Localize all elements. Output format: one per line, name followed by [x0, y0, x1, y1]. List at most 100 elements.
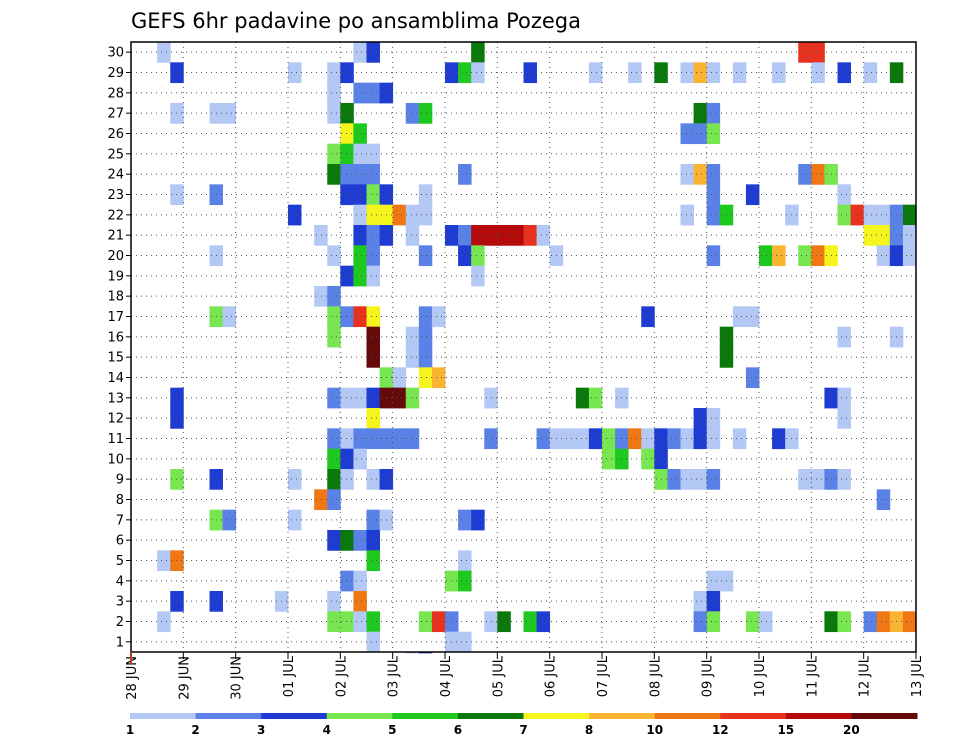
heatmap-cell — [458, 570, 472, 592]
x-tick-label: 04 JUL — [439, 655, 454, 697]
heatmap-cell — [353, 42, 367, 63]
heatmap-cell — [366, 509, 380, 531]
heatmap-cell — [314, 225, 328, 246]
heatmap-cell — [484, 428, 498, 450]
heatmap-cell — [353, 164, 367, 185]
legend-swatch — [261, 713, 328, 719]
heatmap-cell — [327, 82, 341, 104]
heatmap-cell — [772, 428, 786, 450]
heatmap-cell — [706, 408, 721, 429]
heatmap-cell — [366, 347, 380, 368]
heatmap-cell — [418, 245, 433, 267]
legend-swatch — [130, 713, 197, 719]
heatmap-cell — [353, 204, 367, 226]
heatmap-cell — [327, 530, 341, 551]
heatmap-cell — [902, 245, 917, 267]
heatmap-cell — [405, 103, 420, 124]
heatmap-cell — [366, 530, 380, 551]
heatmap-cell — [706, 184, 721, 206]
heatmap-cell — [340, 123, 354, 145]
legend-label: 10 — [646, 723, 663, 737]
heatmap-cell — [327, 489, 341, 511]
y-axis: 1234567891011121314151617181920212223242… — [107, 46, 131, 650]
heatmap-cell — [876, 225, 891, 246]
legend-swatch — [392, 713, 459, 719]
heatmap-cell — [628, 62, 642, 84]
heatmap-cell — [536, 225, 551, 246]
heatmap-cell — [327, 245, 341, 267]
heatmap-cell — [458, 225, 472, 246]
heatmap-cell — [536, 428, 551, 450]
heatmap-cell — [523, 225, 537, 246]
legend-swatch — [720, 713, 787, 719]
x-axis: 28 JUN 29 JUN 30 JUN 01 JUL 02 JUL 03 JUL 04 J… — [125, 652, 925, 700]
grid-lines — [131, 42, 916, 652]
heatmap-cell — [458, 509, 472, 531]
y-tick-label: 9 — [116, 473, 124, 488]
heatmap-cell — [575, 387, 590, 409]
heatmap-cell — [366, 550, 380, 572]
heatmap-cell — [523, 611, 537, 633]
legend-label: 8 — [585, 723, 593, 737]
heatmap-cell — [837, 408, 851, 429]
legend-swatch — [523, 713, 590, 719]
x-tick-label: 28 JUN — [125, 656, 140, 700]
heatmap-cell — [366, 143, 380, 165]
y-tick-label: 13 — [107, 391, 124, 406]
heatmap-cell — [327, 143, 341, 165]
heatmap-cell — [366, 245, 380, 267]
heatmap-cell — [575, 428, 590, 450]
heatmap-cell — [484, 387, 498, 409]
heatmap-cell — [863, 225, 878, 246]
heatmap-cell — [366, 42, 380, 63]
y-tick-label: 11 — [107, 432, 124, 447]
legend-label: 7 — [519, 723, 527, 737]
y-tick-label: 1 — [116, 635, 124, 650]
heatmap-cell — [366, 611, 380, 633]
legend-swatch — [457, 713, 524, 719]
plot-frame — [130, 41, 917, 653]
heatmap-cell — [222, 509, 237, 531]
heatmap-cell — [340, 184, 354, 206]
y-tick-label: 24 — [107, 168, 124, 183]
heatmap-cell — [340, 306, 354, 328]
heatmap-cell — [458, 62, 472, 84]
y-tick-label: 27 — [107, 107, 124, 122]
heatmap-cell — [392, 387, 407, 409]
x-tick-label: 10 JUL — [753, 655, 768, 697]
heatmap-cell — [902, 225, 917, 246]
chart-title: GEFS 6hr padavine po ansamblima Pozega — [131, 9, 581, 33]
heatmap-cell — [837, 387, 851, 409]
heatmap-cell — [484, 225, 498, 246]
heatmap-cell — [353, 265, 367, 287]
heatmap-cell — [850, 204, 865, 226]
heatmap-cell — [340, 387, 354, 409]
heatmap-cell — [418, 306, 433, 328]
heatmap-cell — [288, 469, 302, 490]
heatmap-cell — [772, 62, 786, 84]
heatmap-cell — [327, 286, 341, 307]
heatmap-cell — [706, 123, 721, 145]
heatmap-cell — [706, 469, 721, 490]
heatmap-cell — [392, 428, 407, 450]
y-tick-label: 3 — [116, 595, 124, 610]
x-tick-label: 07 JUL — [596, 655, 611, 697]
heatmap-cell — [602, 448, 616, 470]
heatmap-cell — [680, 469, 694, 490]
heatmap-cell — [340, 265, 354, 287]
heatmap-cell — [745, 184, 760, 206]
heatmap-cell — [222, 306, 237, 328]
heatmap-cell — [588, 62, 603, 84]
heatmap-cell — [863, 204, 878, 226]
heatmap-cell — [523, 62, 537, 84]
heatmap-cell — [366, 82, 380, 104]
heatmap-cell — [706, 570, 721, 592]
heatmap-cell — [902, 204, 917, 226]
y-tick-label: 8 — [116, 493, 124, 508]
heatmap-cell — [353, 143, 367, 165]
heatmap-cell — [745, 367, 760, 389]
heatmap-cell — [680, 164, 694, 185]
heatmap-cell — [431, 367, 446, 389]
heatmap-cell — [288, 204, 302, 226]
y-tick-label: 12 — [107, 412, 124, 427]
